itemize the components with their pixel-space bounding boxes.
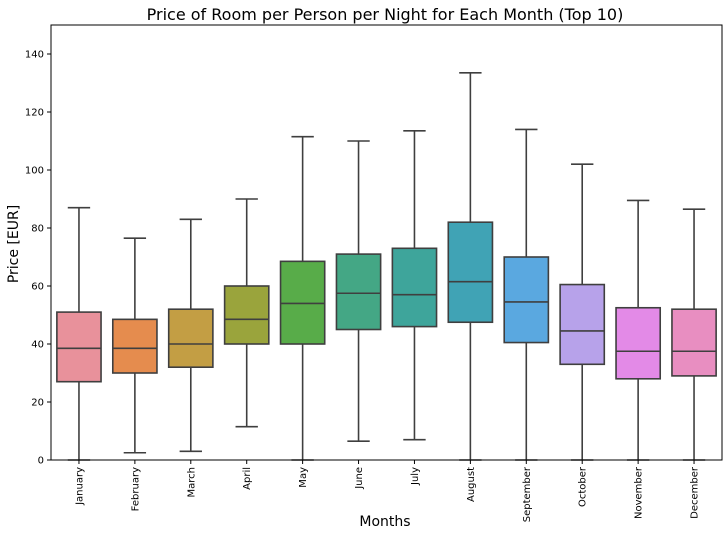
x-tick-label: November bbox=[634, 466, 645, 519]
y-tick-label: 80 bbox=[31, 224, 44, 235]
x-tick-label: April bbox=[242, 467, 253, 490]
plot-area: 0 20 40 60 80 100 120 140 January February March Ap… bbox=[25, 24, 723, 522]
x-tick-label: June bbox=[354, 467, 365, 490]
box bbox=[56, 311, 102, 383]
plot-frame bbox=[50, 24, 723, 461]
x-axis-label: Months bbox=[359, 514, 410, 530]
box bbox=[503, 256, 550, 344]
y-tick-label: 40 bbox=[31, 340, 44, 351]
x-tick-label: October bbox=[578, 466, 589, 507]
y-tick-label: 0 bbox=[38, 456, 44, 467]
y-tick-label: 140 bbox=[25, 50, 44, 61]
x-tick-label: December bbox=[690, 466, 701, 519]
box bbox=[111, 318, 158, 374]
x-tick-label: February bbox=[130, 467, 141, 511]
x-tick-label: September bbox=[522, 466, 533, 522]
chart-title: Price of Room per Person per Night for E… bbox=[147, 5, 624, 24]
x-tick-label: January bbox=[74, 467, 85, 506]
y-tick-label: 120 bbox=[25, 108, 44, 119]
y-tick-label: 60 bbox=[31, 282, 44, 293]
box bbox=[391, 247, 438, 328]
y-tick-label: 100 bbox=[25, 166, 44, 177]
box bbox=[223, 285, 270, 345]
x-tick-label: March bbox=[186, 467, 197, 497]
y-tick-label: 20 bbox=[31, 398, 44, 409]
x-tick-label: August bbox=[466, 467, 477, 502]
box bbox=[447, 221, 494, 324]
x-tick-label: July bbox=[410, 467, 421, 486]
box bbox=[615, 306, 662, 380]
x-tick-label: May bbox=[298, 467, 309, 488]
box bbox=[671, 308, 717, 377]
box bbox=[335, 253, 382, 331]
box bbox=[167, 308, 214, 369]
y-axis-label: Price [EUR] bbox=[6, 205, 22, 283]
box bbox=[559, 283, 606, 366]
